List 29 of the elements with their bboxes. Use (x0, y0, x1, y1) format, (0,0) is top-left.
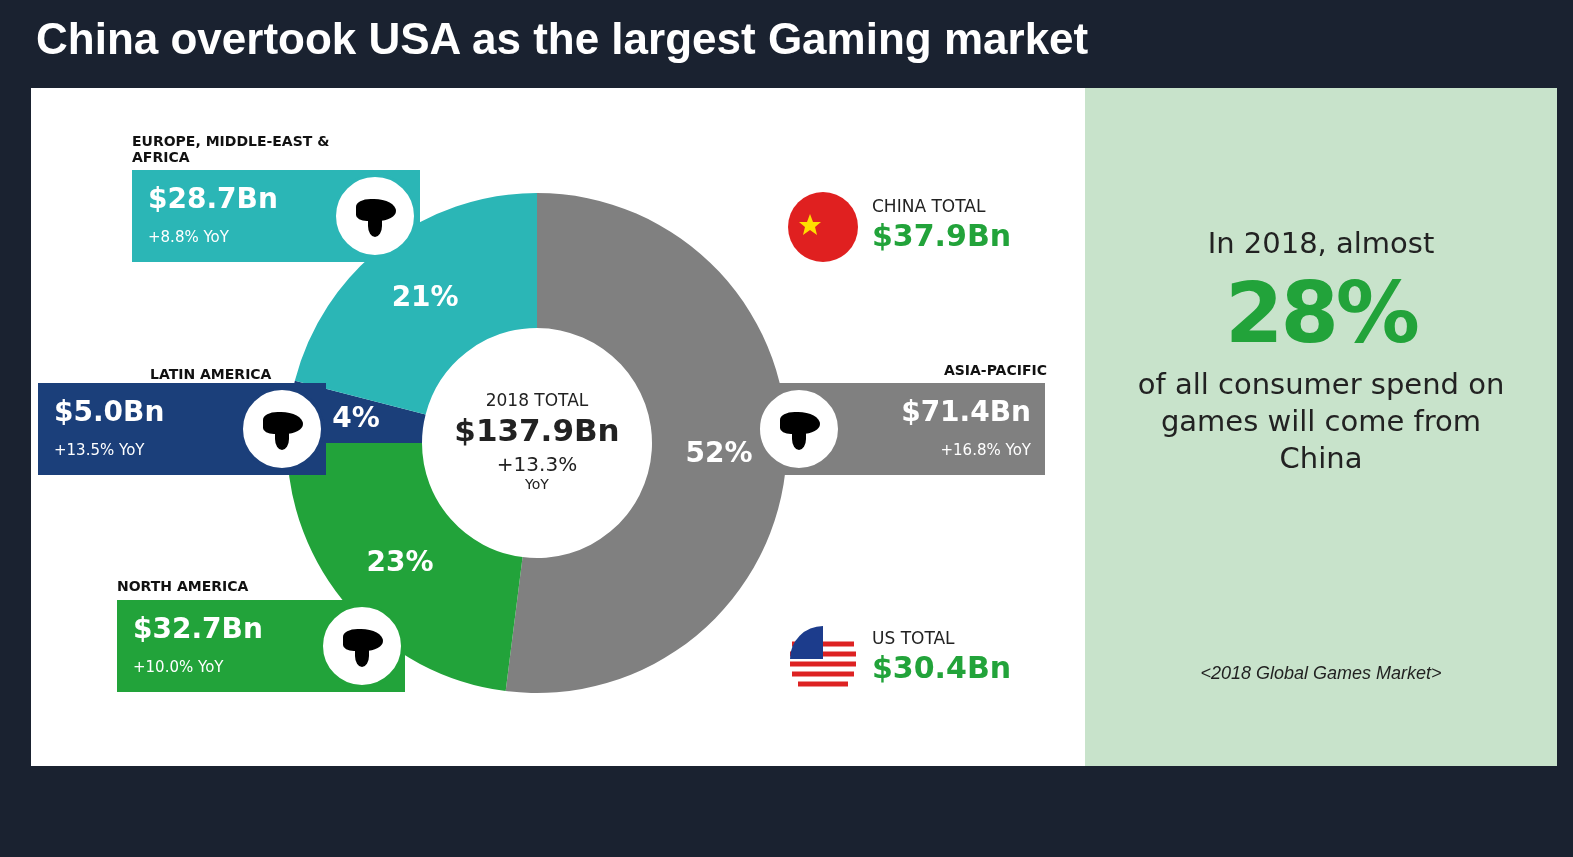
data-label: 21% (391, 280, 459, 314)
text: CHINA TOTAL (872, 196, 986, 216)
slice-label: LATIN AMERICA (150, 366, 273, 382)
text: <2018 Global Games Market> (1199, 663, 1443, 684)
chart-title: China overtook USA as the largest Gaming market (36, 14, 1089, 64)
text: $32.7Bn (133, 612, 263, 645)
text: $5.0Bn (54, 395, 165, 428)
slice-label: ASIA-PACIFIC (943, 362, 1047, 378)
text: +8.8% YoY (148, 228, 229, 246)
text: +16.8% YoY (940, 441, 1031, 459)
text: 28% (1223, 264, 1419, 362)
slice-label: NORTH AMERICA (117, 578, 250, 594)
data-label: 4% (332, 401, 380, 435)
slice-label: EUROPE, MIDDLE-EAST & AFRICA (132, 133, 331, 165)
text: $137.9Bn (453, 412, 621, 448)
text: +13.5% YoY (54, 441, 145, 459)
text: 2018 TOTAL (484, 390, 590, 410)
text: US TOTAL (872, 628, 955, 648)
text: +10.0% YoY (133, 658, 224, 676)
text: of all consumer spend on games will come from China (1136, 366, 1506, 477)
text: In 2018, almost (1206, 226, 1436, 260)
text: YoY (524, 476, 550, 492)
data-label: 23% (366, 544, 434, 578)
text: $28.7Bn (148, 182, 278, 215)
data-label: 52% (685, 435, 753, 469)
text: +13.3% (495, 452, 579, 476)
text: $37.9Bn (872, 218, 1012, 253)
text: $71.4Bn (901, 395, 1031, 428)
text: $30.4Bn (872, 650, 1012, 685)
